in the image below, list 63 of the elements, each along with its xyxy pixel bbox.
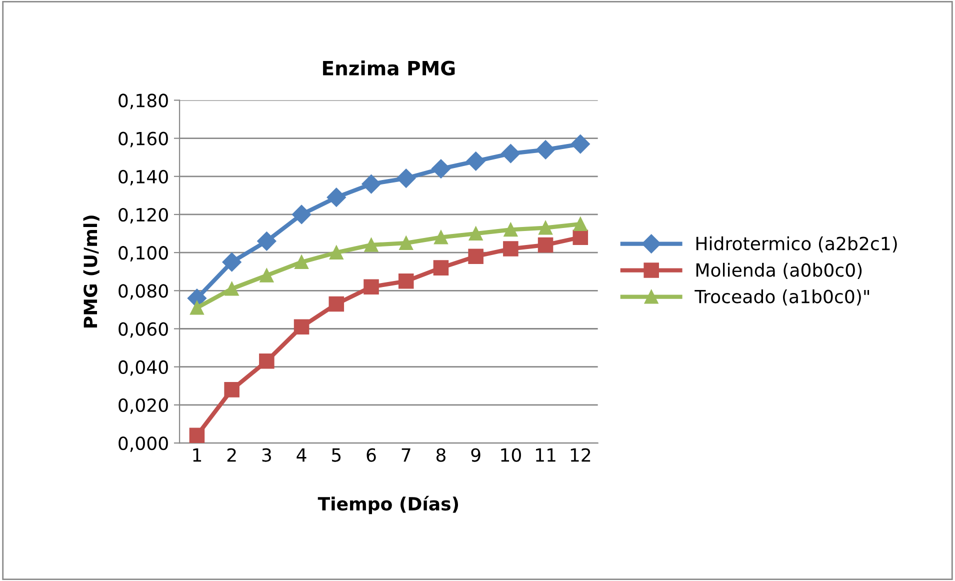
- y-tick-label: 0,140: [118, 170, 168, 186]
- x-tick-label: 6: [366, 448, 376, 462]
- point: [294, 319, 310, 334]
- y-tick-label: 0,040: [118, 360, 168, 376]
- point: [260, 268, 274, 282]
- point: [503, 241, 518, 256]
- x-tick-label: 3: [262, 448, 271, 462]
- y-tick-label: 0,120: [118, 208, 168, 224]
- point: [501, 144, 520, 164]
- x-tick-label: 2: [227, 448, 236, 462]
- legend-label: Troceado (a1b0c0)": [694, 289, 870, 306]
- point: [468, 248, 484, 264]
- y-tick-label: 0,020: [118, 398, 168, 414]
- point: [504, 222, 518, 237]
- point: [224, 382, 240, 398]
- point: [396, 168, 416, 188]
- y-tick-label: 0,180: [118, 94, 168, 110]
- point: [398, 274, 414, 289]
- point: [570, 134, 590, 154]
- point: [364, 279, 379, 294]
- point: [573, 217, 588, 231]
- legend-label: Hidrotermico (a2b2c1): [696, 236, 897, 252]
- y-tick-label: 0,080: [118, 284, 168, 300]
- point: [572, 230, 588, 245]
- point: [224, 282, 239, 296]
- y-tick-label: 0,000: [118, 436, 168, 452]
- point: [257, 232, 276, 251]
- point: [466, 152, 486, 171]
- point: [468, 226, 483, 240]
- x-tick-label: 7: [402, 448, 410, 462]
- point: [190, 300, 204, 315]
- point: [364, 238, 378, 252]
- x-tick-label: 10: [501, 448, 521, 462]
- point: [294, 255, 308, 270]
- y-tick-label: 0,060: [118, 322, 168, 338]
- x-tick-label: 8: [436, 448, 446, 462]
- point: [431, 159, 451, 178]
- point: [362, 174, 381, 194]
- point: [536, 140, 556, 160]
- point: [189, 428, 205, 444]
- x-tick-label: 12: [570, 448, 590, 462]
- point: [434, 230, 448, 244]
- y-axis-title: PMG (U/ml): [83, 216, 100, 328]
- x-tick-label: 4: [296, 448, 306, 462]
- x-tick-label: 1: [193, 448, 202, 462]
- point: [259, 353, 274, 369]
- legend-label: Molienda (a0b0c0): [696, 262, 862, 279]
- point: [329, 246, 344, 260]
- x-tick-label: 5: [332, 448, 341, 462]
- point: [538, 220, 552, 235]
- point: [222, 252, 242, 272]
- point: [433, 260, 449, 276]
- x-axis-title: Tiempo (Días): [318, 496, 458, 514]
- x-tick-label: 9: [471, 448, 480, 462]
- x-tick-label: 11: [536, 448, 556, 462]
- y-tick-label: 0,100: [118, 246, 168, 262]
- point: [326, 188, 346, 207]
- point: [399, 236, 414, 250]
- point: [538, 237, 554, 253]
- point: [292, 204, 312, 224]
- y-tick-label: 0,160: [118, 132, 168, 148]
- point: [328, 296, 344, 312]
- chart-title: Enzima PMG: [323, 60, 455, 76]
